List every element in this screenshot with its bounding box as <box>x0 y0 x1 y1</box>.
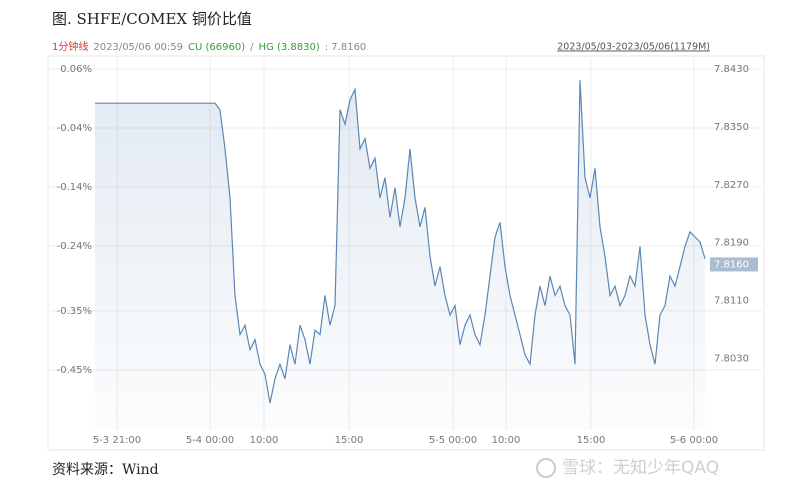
x-tick-label: 10:00 <box>492 435 521 446</box>
y2-tick-label: 7.8270 <box>714 180 749 191</box>
y-tick-label: -0.45% <box>57 365 92 376</box>
x-tick-label: 5-5 00:00 <box>429 435 477 446</box>
chart-title: 图. SHFE/COMEX 铜价比值 <box>52 10 252 28</box>
header-item: HG (3.8830) <box>259 42 320 53</box>
range-label: 2023/05/03-2023/05/06(1179M) <box>557 42 710 53</box>
watermark-logo <box>536 458 556 478</box>
y2-tick-label: 7.8030 <box>714 353 749 364</box>
y-tick-label: -0.14% <box>57 182 92 193</box>
header: 1分钟线 2023/05/06 00:59 CU (66960) / HG (3.883… <box>52 40 366 53</box>
x-tick-label: 10:00 <box>250 435 279 446</box>
y2-tick-label: 7.8110 <box>714 296 749 307</box>
header-item: / <box>250 42 254 53</box>
x-tick-label: 5-4 00:00 <box>186 435 234 446</box>
header-item: CU (66960) <box>188 42 245 53</box>
y2-tick-label: 7.8190 <box>714 238 749 249</box>
source: 资料来源：Wind <box>52 462 159 478</box>
plot-frame <box>47 55 765 451</box>
y-tick-label: 0.06% <box>60 64 92 75</box>
header-item: 2023/05/06 00:59 <box>93 42 183 53</box>
header-item: : 7.8160 <box>325 42 367 53</box>
header-item: 1分钟线 <box>52 40 88 53</box>
x-tick-label: 15:00 <box>577 435 606 446</box>
y2-tick-label: 7.8430 <box>714 64 749 75</box>
current-label: 7.8160 <box>714 259 749 270</box>
x-tick-label: 5-6 00:00 <box>670 435 718 446</box>
y-tick-label: -0.04% <box>57 123 92 134</box>
current-marker <box>710 257 758 272</box>
y-tick-label: -0.24% <box>57 241 92 252</box>
y2-tick-label: 7.8350 <box>714 122 749 133</box>
x-tick-label: 5-3 21:00 <box>93 435 141 446</box>
line <box>95 80 706 404</box>
x-tick-label: 15:00 <box>335 435 364 446</box>
watermark: 雪球：无知少年QAQ <box>562 458 719 478</box>
area <box>95 80 705 430</box>
y-tick-label: -0.35% <box>57 306 92 317</box>
